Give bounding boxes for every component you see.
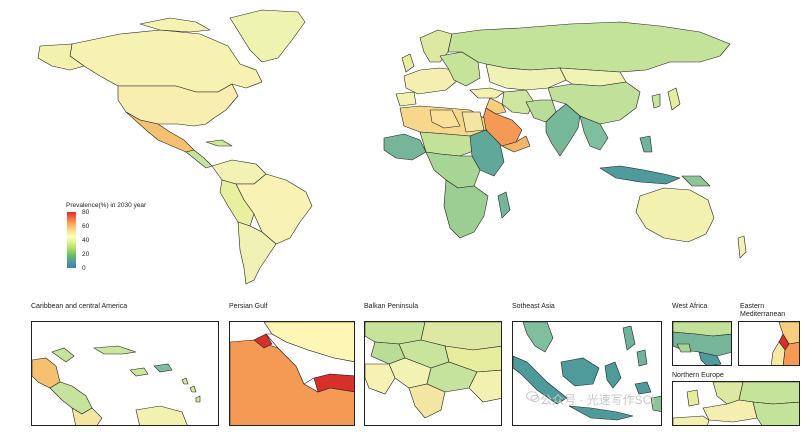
inset-caribbean — [31, 321, 219, 426]
greenland — [229, 9, 306, 63]
uk — [401, 53, 415, 73]
cuba — [205, 139, 233, 147]
map-legend: Prevalence(%) in 2030 year 80 60 40 20 0 — [60, 202, 170, 276]
inset-title-eastern-med-1: Eastern — [740, 303, 765, 310]
inset-title-eastern-med-2: Mediterranean — [740, 311, 786, 318]
canada — [69, 29, 263, 93]
legend-tick-80: 80 — [82, 209, 90, 216]
turkey — [469, 87, 505, 99]
inset-northern-europe-map — [673, 382, 799, 425]
korea — [651, 93, 661, 109]
wechat-icon — [526, 391, 540, 403]
inset-west-africa-map — [673, 322, 731, 365]
western-europe — [403, 67, 459, 95]
indochina — [579, 115, 609, 151]
oman-yemen — [501, 135, 531, 153]
philippines — [639, 135, 653, 153]
iberia — [395, 91, 417, 107]
legend-tick-20: 20 — [82, 251, 90, 258]
inset-persian-gulf — [229, 321, 355, 426]
inset-eastern-med — [738, 321, 800, 366]
legend-title: Prevalence(%) in 2030 year — [66, 202, 147, 209]
central-asia — [485, 63, 567, 91]
alaska — [37, 43, 85, 71]
inset-southeast-asia-map — [513, 322, 661, 421]
inset-title-northern-europe: Northern Europe — [672, 372, 724, 379]
inset-title-caribbean: Caribbean and central America — [31, 303, 128, 310]
legend-tick-40: 40 — [82, 237, 90, 244]
madagascar — [497, 191, 511, 219]
india — [545, 103, 581, 157]
world-map — [37, 9, 747, 285]
southern-africa — [443, 179, 489, 239]
indonesia — [599, 165, 681, 185]
inset-title-persian-gulf: Persian Gulf — [229, 303, 268, 310]
west-africa — [383, 133, 427, 161]
iraq-syria — [485, 97, 507, 115]
russia — [447, 21, 731, 73]
inset-northern-europe — [672, 381, 800, 426]
watermark-text: 公众号 · 光速写作SCI — [540, 393, 655, 407]
libya — [429, 109, 461, 129]
inset-eastern-med-map — [770, 322, 799, 365]
new-zealand — [737, 235, 747, 259]
legend-tick-60: 60 — [82, 223, 90, 230]
inset-title-southeast-asia: Sotheast Asia — [512, 303, 555, 310]
argentina-chile — [237, 221, 277, 285]
arctic-islands — [139, 17, 211, 33]
new-guinea — [681, 175, 711, 187]
japan — [667, 87, 681, 111]
inset-persian-gulf-map — [230, 322, 354, 425]
central-africa — [425, 151, 481, 189]
egypt — [461, 111, 485, 133]
inset-caribbean-map — [32, 345, 201, 425]
legend-tick-0: 0 — [82, 265, 86, 272]
inset-west-africa — [672, 321, 732, 366]
australia — [635, 187, 715, 243]
central-america — [185, 149, 213, 169]
china — [547, 81, 641, 125]
inset-title-balkan: Balkan Peninsula — [364, 303, 419, 310]
inset-balkan — [364, 321, 502, 426]
inset-title-west-africa: West Africa — [672, 303, 708, 310]
inset-balkan-map — [365, 322, 501, 419]
inset-southeast-asia — [512, 321, 662, 426]
legend-colorbar — [67, 212, 76, 268]
